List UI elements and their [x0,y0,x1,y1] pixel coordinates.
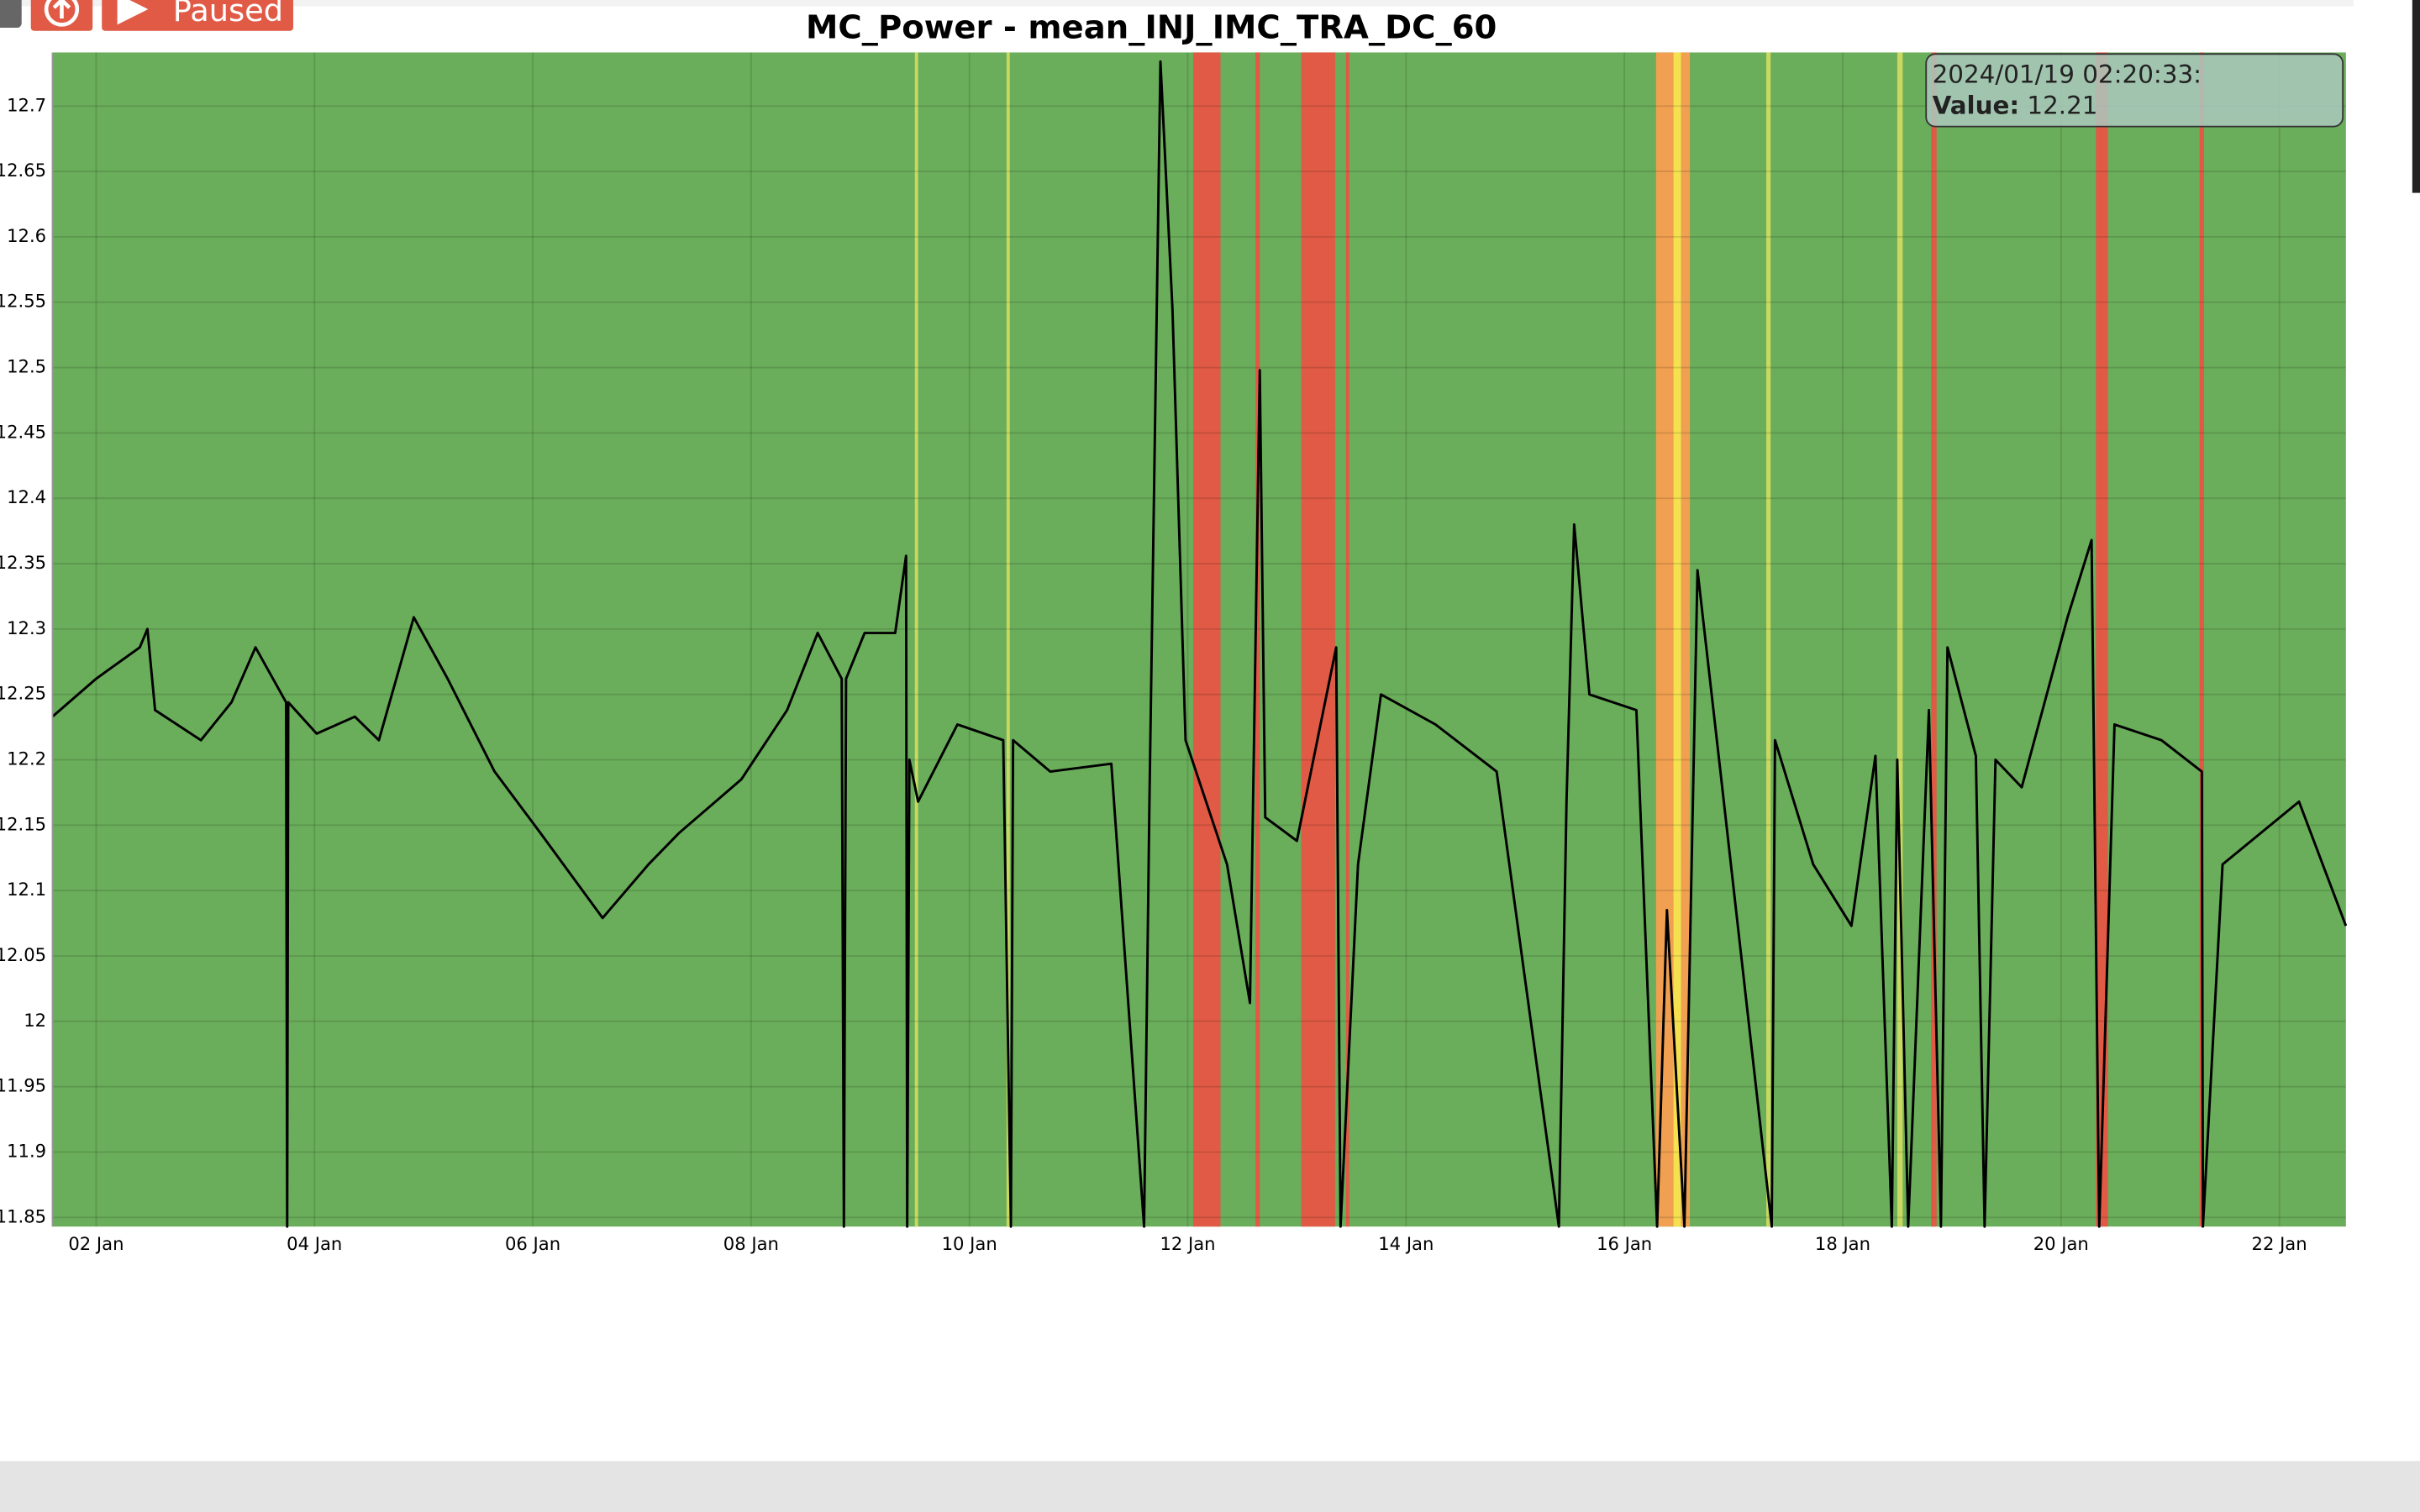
y-tick-label: 12 [24,1010,46,1031]
status-band [1897,52,1903,1227]
y-tick-label: 12.25 [0,683,46,704]
status-band [1655,52,1674,1227]
y-tick-label: 12.2 [7,748,46,769]
y-tick-label: 11.9 [7,1140,46,1161]
y-tick-label: 12.65 [0,160,46,181]
top-strip [0,0,2354,7]
status-band [914,52,918,1227]
status-band [1931,52,1937,1227]
tooltip-time: 2024/01/19 02:20:33: [1933,60,2202,89]
x-tick-label: 12 Jan [1160,1233,1215,1254]
x-tick-label: 10 Jan [942,1233,997,1254]
x-tick-label: 16 Jan [1597,1233,1652,1254]
tooltip-value-label: Value: [1933,91,2020,119]
tooltip: 2024/01/19 02:20:33:Value: 12.21 [1925,53,2344,128]
scrollbar [2412,0,2420,193]
x-tick-label: 20 Jan [2033,1233,2089,1254]
y-tick-label: 12.7 [7,94,46,115]
x-tick-label: 02 Jan [68,1233,124,1254]
upload-icon [44,0,80,27]
menu-button[interactable] [0,0,22,29]
x-tick-label: 08 Jan [723,1233,779,1254]
y-tick-label: 12.05 [0,944,46,965]
y-tick-label: 12.15 [0,813,46,834]
data-line [51,60,2348,1228]
status-band [1345,52,1349,1227]
y-tick-label: 12.45 [0,421,46,442]
chart-title: MC_Power - mean_INJ_IMC_TRA_DC_60 [806,8,1497,46]
y-tick-label: 11.85 [0,1205,46,1226]
y-tick-label: 11.95 [0,1075,46,1096]
tooltip-value: Value: 12.21 [1933,91,2098,119]
status-band [1766,52,1771,1227]
y-tick-label: 12.4 [7,486,46,507]
y-tick-label: 12.55 [0,291,46,312]
status-band [1673,52,1681,1227]
x-tick-label: 04 Jan [287,1233,342,1254]
status-band [2199,52,2204,1227]
y-tick-label: 12.5 [7,356,46,377]
x-tick-label: 14 Jan [1378,1233,1434,1254]
y-tick-label: 12.6 [7,225,46,246]
upload-button[interactable] [30,0,93,31]
footer-bar [0,1461,2420,1512]
pause-bg [102,0,293,31]
status-band [1301,52,1335,1227]
x-tick-label: 22 Jan [2252,1233,2307,1254]
upload-arrow [52,0,71,19]
tooltip-box [1925,53,2344,128]
status-band [1255,52,1260,1227]
y-tick-label: 12.1 [7,879,46,900]
status-label: Paused [173,0,283,29]
status-band [1681,52,1691,1227]
scroll-area [2354,0,2420,217]
tooltip-value-number: 12.21 [2027,91,2097,119]
x-tick-label: 06 Jan [505,1233,560,1254]
x-tick-label: 18 Jan [1815,1233,1870,1254]
status-band [1006,52,1010,1227]
y-tick-label: 12.35 [0,552,46,573]
play-icon [117,0,149,25]
pause-button[interactable]: Paused [102,0,293,31]
status-band [2096,52,2108,1227]
status-band [1192,52,1221,1227]
y-tick-label: 12.3 [7,617,46,638]
